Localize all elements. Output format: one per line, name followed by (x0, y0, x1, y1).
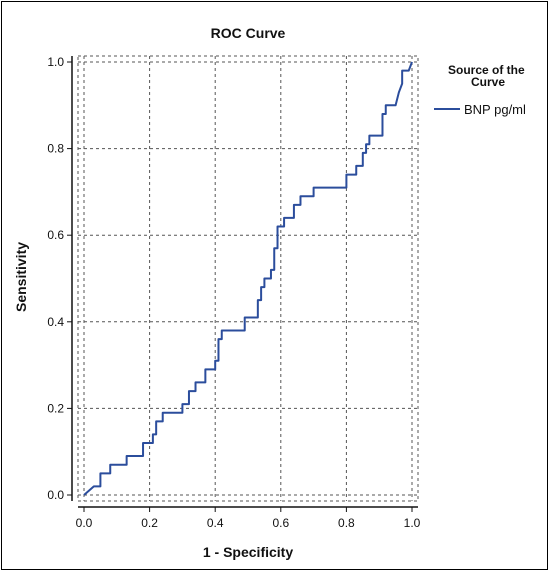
y-tick-label: 0.4 (47, 315, 64, 329)
series (83, 61, 413, 496)
y-tick-label: 0.2 (47, 401, 64, 415)
legend-title-line-1: Source of the (448, 63, 525, 77)
x-tick-label: 0.6 (272, 516, 289, 530)
series-line-0 (83, 61, 413, 496)
x-tick-label: 0.8 (338, 516, 355, 530)
grid-border (77, 55, 419, 502)
legend: Source of the Curve BNP pg/ml (434, 63, 528, 117)
legend-title: Source of the Curve (448, 63, 528, 89)
x-axis-label: 1 - Specificity (203, 544, 293, 560)
y-axis-label: Sensitivity (13, 242, 29, 312)
x-tick-label: 0.2 (141, 516, 158, 530)
grid (77, 55, 419, 502)
legend-item-bnp: BNP pg/ml (464, 102, 526, 117)
y-tick-label: 0.0 (47, 488, 64, 502)
x-tick-label: 1.0 (404, 516, 421, 530)
chart-title: ROC Curve (211, 25, 286, 41)
legend-title-line-2: Curve (471, 75, 505, 89)
x-tick-label: 0.0 (76, 516, 93, 530)
x-ticks: 0.0 0.2 0.4 0.6 0.8 1.0 (76, 507, 421, 530)
y-tick-label: 0.8 (47, 142, 64, 156)
y-ticks: 0.0 0.2 0.4 0.6 0.8 1.0 (47, 55, 72, 502)
y-tick-label: 1.0 (47, 55, 64, 69)
y-tick-label: 0.6 (47, 228, 64, 242)
x-tick-label: 0.4 (207, 516, 224, 530)
axes (71, 56, 418, 508)
